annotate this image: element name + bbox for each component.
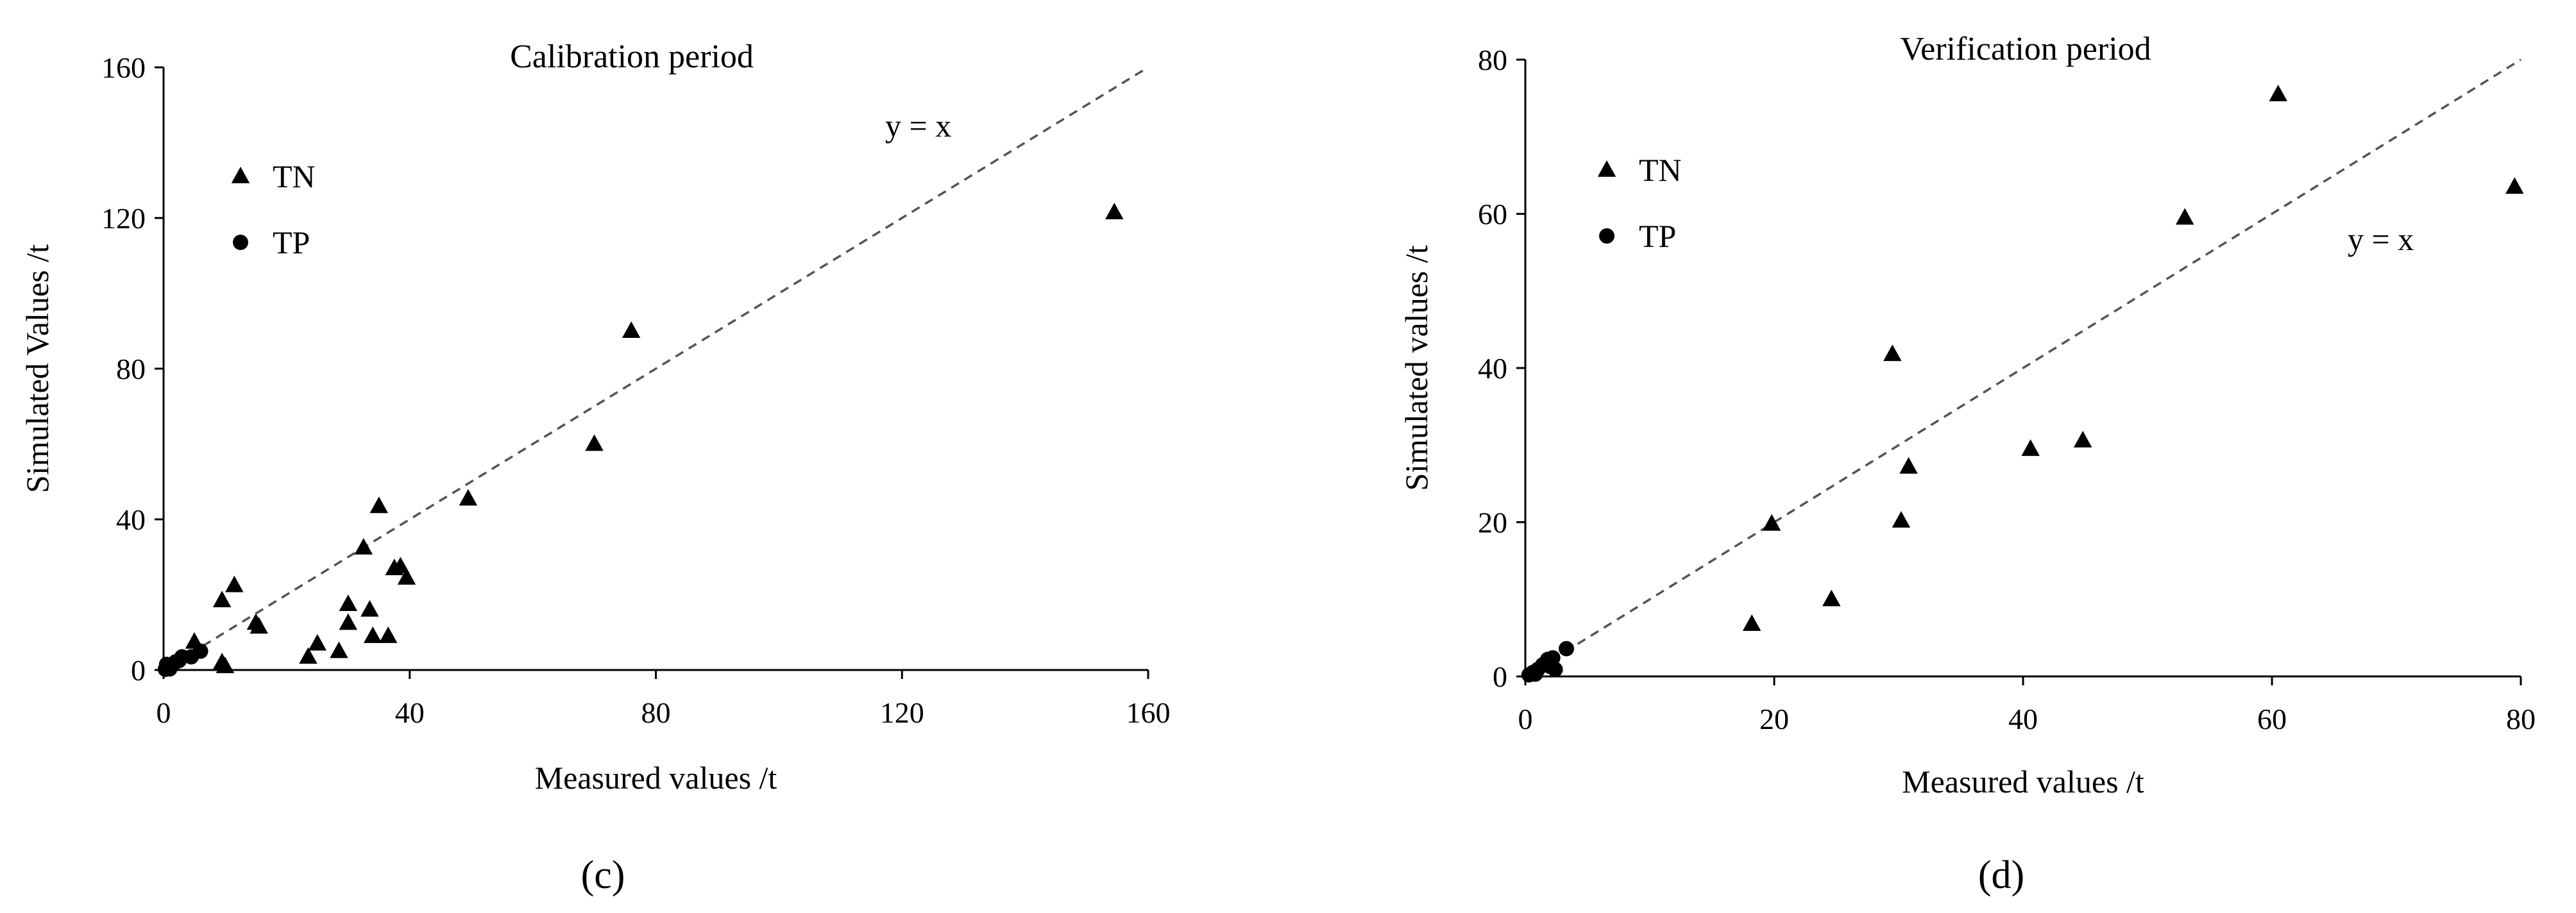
x-tick-label: 120 [880,696,924,729]
x-axis-title: Measured values /t [535,760,777,796]
panel-label: (c) [581,853,625,897]
y-tick-label: 40 [116,503,146,536]
legend-label: TP [273,224,310,260]
tn-point [459,489,478,506]
y-axis-title: Simulated Values /t [19,244,55,493]
panel-label: (d) [1978,853,2024,897]
tn-point [1762,514,1781,531]
tn-point [363,626,382,643]
tn-point [2175,208,2194,225]
tn-point [397,568,416,585]
y-tick-label: 0 [1493,660,1507,693]
legend-label: TN [273,158,316,194]
tp-point [1559,641,1575,657]
x-tick-label: 0 [1518,703,1533,735]
tn-point [308,633,327,651]
y-tick-label: 0 [131,654,146,687]
y-tick-label: 40 [1478,352,1507,385]
tn-point [1742,614,1761,632]
x-tick-label: 40 [2008,703,2038,735]
chart-calibration: 0 40 80 120 160 0 40 80 120 160 y = x Calibration p… [19,38,1171,897]
tp-point [162,661,178,677]
x-tick-label: 40 [395,696,425,729]
x-axis-title: Measured values /t [1902,764,2144,800]
tn-point [391,557,410,574]
x-tick-label: 160 [1126,696,1171,729]
tn-point [330,641,348,658]
tn-point [378,626,398,643]
tn-point [2269,85,2287,101]
reference-line [163,66,1149,671]
x-tick-label: 80 [641,696,671,729]
x-tick-label: 60 [2257,703,2287,735]
y-axis-title: Simulated values /t [1398,245,1434,490]
tn-point [1899,456,1918,474]
legend-label: TP [1639,218,1676,254]
x-tick-label: 0 [157,696,171,729]
legend-marker-tn [231,167,250,183]
tp-point [1547,662,1563,678]
tn-point [1105,203,1124,219]
reference-line-label: y = x [2348,221,2414,257]
tn-point [212,591,232,608]
y-tick-label: 80 [1478,44,1507,76]
tp-point [1545,650,1561,666]
y-tick-label: 120 [101,202,146,235]
tn-point [225,575,244,592]
tn-point [250,617,268,634]
tn-point [1883,344,1902,362]
tn-point [354,538,373,555]
reference-line-label: y = x [885,108,951,144]
tn-point [299,647,318,664]
tn-point [1822,589,1841,607]
tn-point [2021,439,2040,456]
tn-point [216,657,235,673]
chart-title: Verification period [1900,31,2151,67]
tn-point [622,321,641,339]
tn-point [339,613,358,630]
chart-verification: 0 20 40 60 80 0 20 40 60 80 y = x Verification peri… [1398,31,2536,897]
x-tick-label: 80 [2506,703,2536,735]
tn-point [2505,177,2524,194]
y-tick-label: 60 [1478,198,1507,231]
legend-marker-tp [233,235,248,250]
legend-marker-tp [1599,228,1614,244]
tn-point [360,600,379,617]
x-tick-label: 20 [1759,703,1789,735]
reference-line [1525,58,2521,678]
tp-point [1527,666,1543,682]
legend-label: TN [1639,152,1682,188]
y-tick-label: 160 [101,51,146,84]
y-tick-label: 80 [116,353,146,385]
tn-point [339,594,358,611]
tn-point [369,496,389,514]
tn-point [2073,431,2092,448]
legend-marker-tn [1597,160,1616,177]
chart-title: Calibration period [510,38,754,75]
tp-point [192,643,208,659]
tn-point [1892,511,1911,528]
y-tick-label: 20 [1478,507,1507,539]
tn-point [585,434,604,451]
